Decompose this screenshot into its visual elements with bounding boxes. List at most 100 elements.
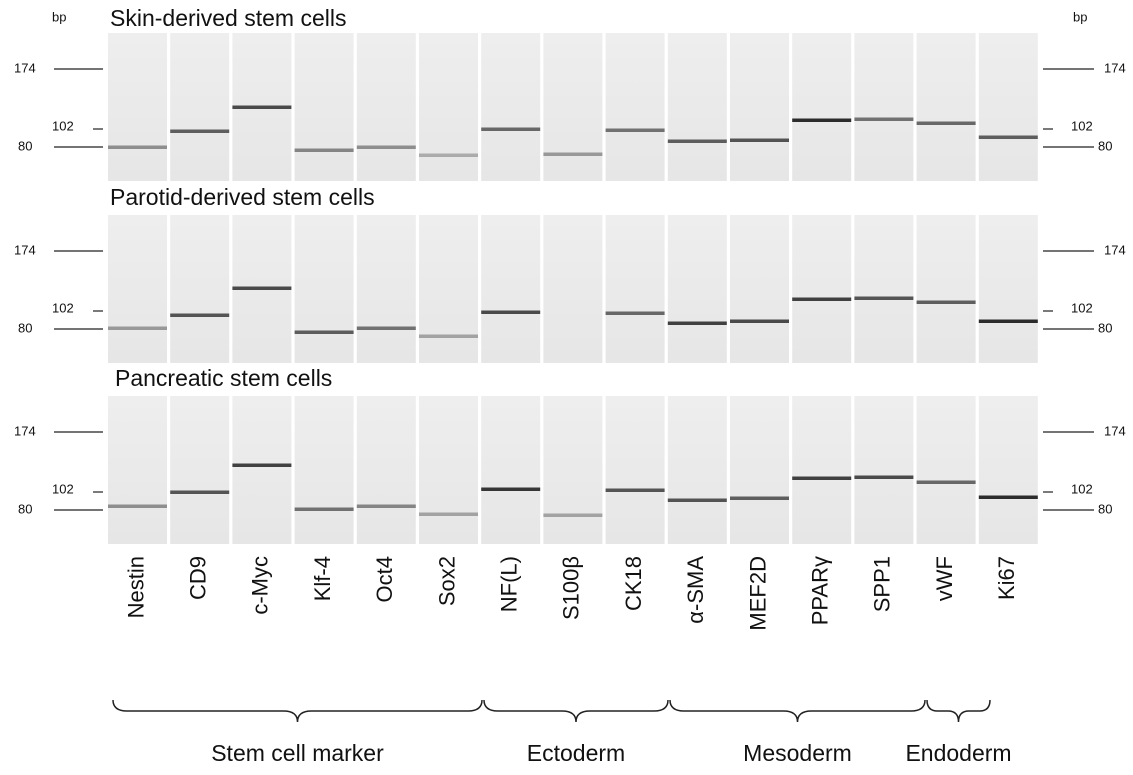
gel-lane (356, 215, 416, 363)
band (605, 311, 665, 315)
lane-label: S100β (559, 556, 584, 620)
ladder-label: 80 (1098, 138, 1112, 153)
band (792, 476, 852, 480)
ladder-label: 80 (1098, 320, 1112, 335)
gel-lane (419, 33, 478, 181)
lane-label: NF(L) (497, 556, 522, 612)
band (978, 495, 1038, 499)
gel-lane (916, 33, 976, 181)
band (356, 145, 416, 149)
band (419, 153, 478, 157)
band (792, 297, 852, 301)
gel-lane (730, 396, 789, 544)
gel-lane (667, 33, 727, 181)
band (170, 129, 230, 133)
gel-lane (605, 33, 665, 181)
band (108, 326, 167, 330)
lane-label: Sox2 (434, 556, 459, 606)
ladder-label: 80 (18, 501, 32, 516)
gel-lane (605, 396, 665, 544)
band (294, 148, 354, 152)
gel-lane (854, 33, 914, 181)
ladder-label: 102 (52, 481, 74, 496)
band (232, 286, 292, 290)
ladder-label: 174 (1104, 242, 1126, 257)
gel-lane (792, 215, 852, 363)
gel-lane (543, 215, 603, 363)
band (605, 488, 665, 492)
gel-lane (170, 33, 230, 181)
gel-lane (916, 215, 976, 363)
lane-label: Klf-4 (310, 556, 335, 601)
ladder-label: 174 (14, 423, 36, 438)
band (294, 507, 354, 511)
band (730, 138, 789, 142)
band (108, 504, 167, 508)
band (605, 128, 665, 132)
panel-title: Skin-derived stem cells (110, 5, 346, 31)
group-label: Mesoderm (743, 740, 852, 766)
gel-lane (792, 33, 852, 181)
lane-label: Oct4 (372, 556, 397, 602)
band (232, 463, 292, 467)
band (232, 105, 292, 109)
gel-lane (792, 396, 852, 544)
gel-lane (356, 396, 416, 544)
band (419, 512, 478, 516)
ladder-label: 102 (52, 300, 74, 315)
gel-lane (108, 33, 167, 181)
ladder-label: 102 (52, 118, 74, 133)
ladder-label: 80 (18, 320, 32, 335)
gel-lane (481, 215, 541, 363)
ladder-label: 174 (14, 242, 36, 257)
band (543, 513, 603, 517)
gel-lane (854, 215, 914, 363)
band (170, 490, 230, 494)
unit-label: bp (1073, 9, 1087, 24)
brace (669, 699, 926, 723)
gel-lane (978, 215, 1038, 363)
gel-lane (108, 215, 167, 363)
band (854, 296, 914, 300)
gel-lane (730, 33, 789, 181)
ladder-label: 102 (1071, 300, 1093, 315)
group-label: Endoderm (905, 740, 1011, 766)
lane-label: CD9 (186, 556, 211, 600)
ladder-label: 80 (1098, 501, 1112, 516)
gel-lane (170, 396, 230, 544)
lane-label: α-SMA (683, 556, 708, 624)
ladder-label: 102 (1071, 118, 1093, 133)
band (792, 118, 852, 122)
band (481, 310, 541, 314)
brace (483, 699, 669, 723)
lane-label: MEF2D (745, 556, 770, 631)
group-label: Ectoderm (527, 740, 625, 766)
band (667, 498, 727, 502)
band (916, 300, 976, 304)
band (356, 326, 416, 330)
band (916, 121, 976, 125)
gel-lane (170, 215, 230, 363)
band (978, 319, 1038, 323)
band (667, 139, 727, 143)
ladder-label: 174 (14, 60, 36, 75)
gel-lane (730, 215, 789, 363)
gel-lane (481, 33, 541, 181)
band (419, 334, 478, 338)
gel-lane (978, 396, 1038, 544)
lane-label: SPP1 (870, 556, 895, 612)
band (667, 321, 727, 325)
band (170, 313, 230, 317)
lane-label: c-Myc (248, 556, 273, 615)
band (481, 487, 541, 491)
band (294, 330, 354, 334)
lane-label: CK18 (621, 556, 646, 611)
gel-lane (294, 215, 354, 363)
band (854, 117, 914, 121)
group-label: Stem cell marker (211, 740, 384, 766)
gel-lane (294, 396, 354, 544)
band (543, 152, 603, 156)
gel-lane (108, 396, 167, 544)
lane-label: Nestin (123, 556, 148, 618)
gel-lane (543, 33, 603, 181)
